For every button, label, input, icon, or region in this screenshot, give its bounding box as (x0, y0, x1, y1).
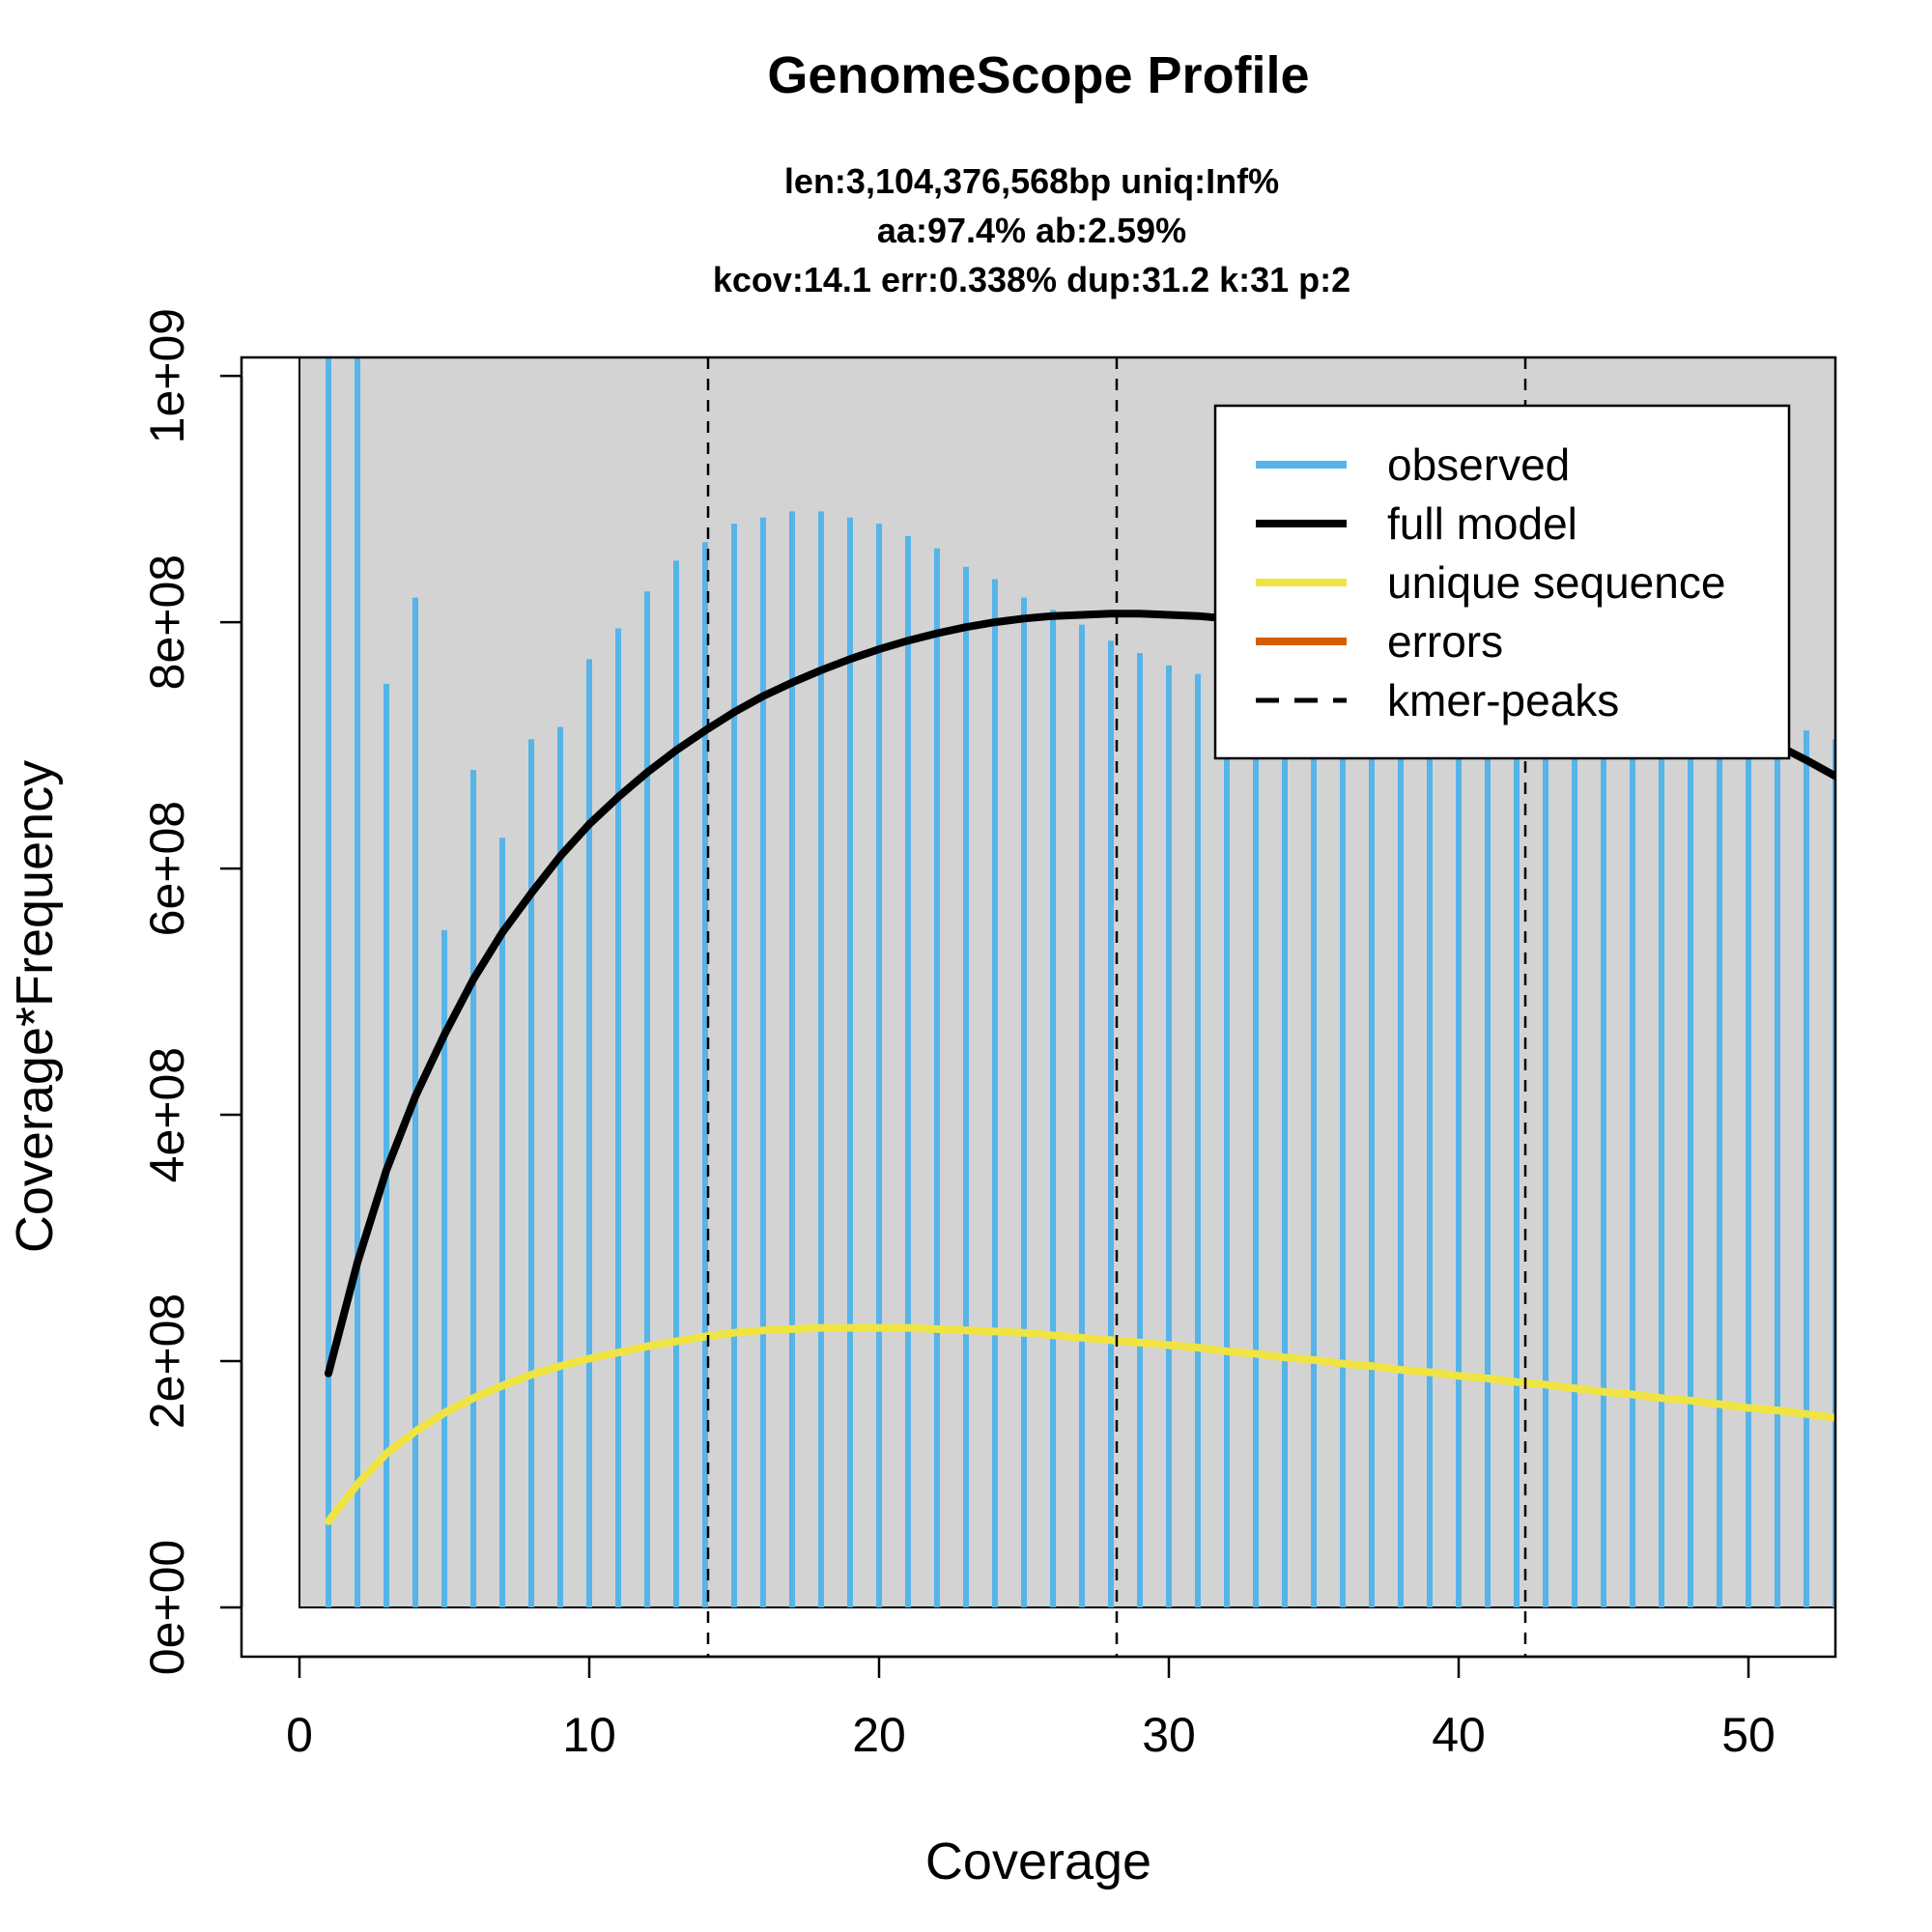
unique-sequence-line (325, 1323, 1835, 1525)
chart-subtitle-line-3: kcov:14.1 err:0.338% dup:31.2 k:31 p:2 (713, 260, 1350, 299)
x-tick-label: 20 (852, 1708, 906, 1762)
chart-subtitle-line-2: aa:97.4% ab:2.59% (877, 211, 1186, 250)
legend-label-full-model: full model (1387, 498, 1577, 549)
y-tick-label: 2e+08 (140, 1293, 194, 1429)
y-tick-label: 6e+08 (140, 801, 194, 936)
y-tick-label: 4e+08 (140, 1047, 194, 1182)
legend-label-observed: observed (1387, 440, 1570, 490)
y-tick-label: 8e+08 (140, 554, 194, 690)
x-tick-label: 30 (1142, 1708, 1196, 1762)
y-axis-title: Coverage*Frequency (6, 760, 64, 1253)
chart-title: GenomeScope Profile (767, 46, 1309, 104)
y-axis: 0e+00 2e+08 4e+08 6e+08 8e+08 1e+09 (140, 308, 243, 1675)
y-tick-label: 0e+00 (140, 1540, 194, 1675)
x-tick-label: 50 (1721, 1708, 1776, 1762)
legend-label-kmer-peaks: kmer-peaks (1387, 675, 1619, 725)
observed-series (326, 357, 1835, 1608)
legend-label-unique-sequence: unique sequence (1387, 557, 1725, 608)
legend-label-errors: errors (1387, 616, 1503, 667)
legend: observed full model unique sequence errors k… (1213, 404, 1791, 760)
y-tick-label: 1e+09 (140, 308, 194, 443)
chart-subtitle-line-1: len:3,104,376,568bp uniq:Inf% (784, 161, 1279, 201)
x-axis-title: Coverage (925, 1833, 1151, 1890)
x-axis: 0 10 20 30 40 50 (286, 1655, 1776, 1762)
x-tick-label: 0 (286, 1708, 313, 1762)
x-tick-label: 10 (562, 1708, 616, 1762)
x-tick-label: 40 (1432, 1708, 1486, 1762)
